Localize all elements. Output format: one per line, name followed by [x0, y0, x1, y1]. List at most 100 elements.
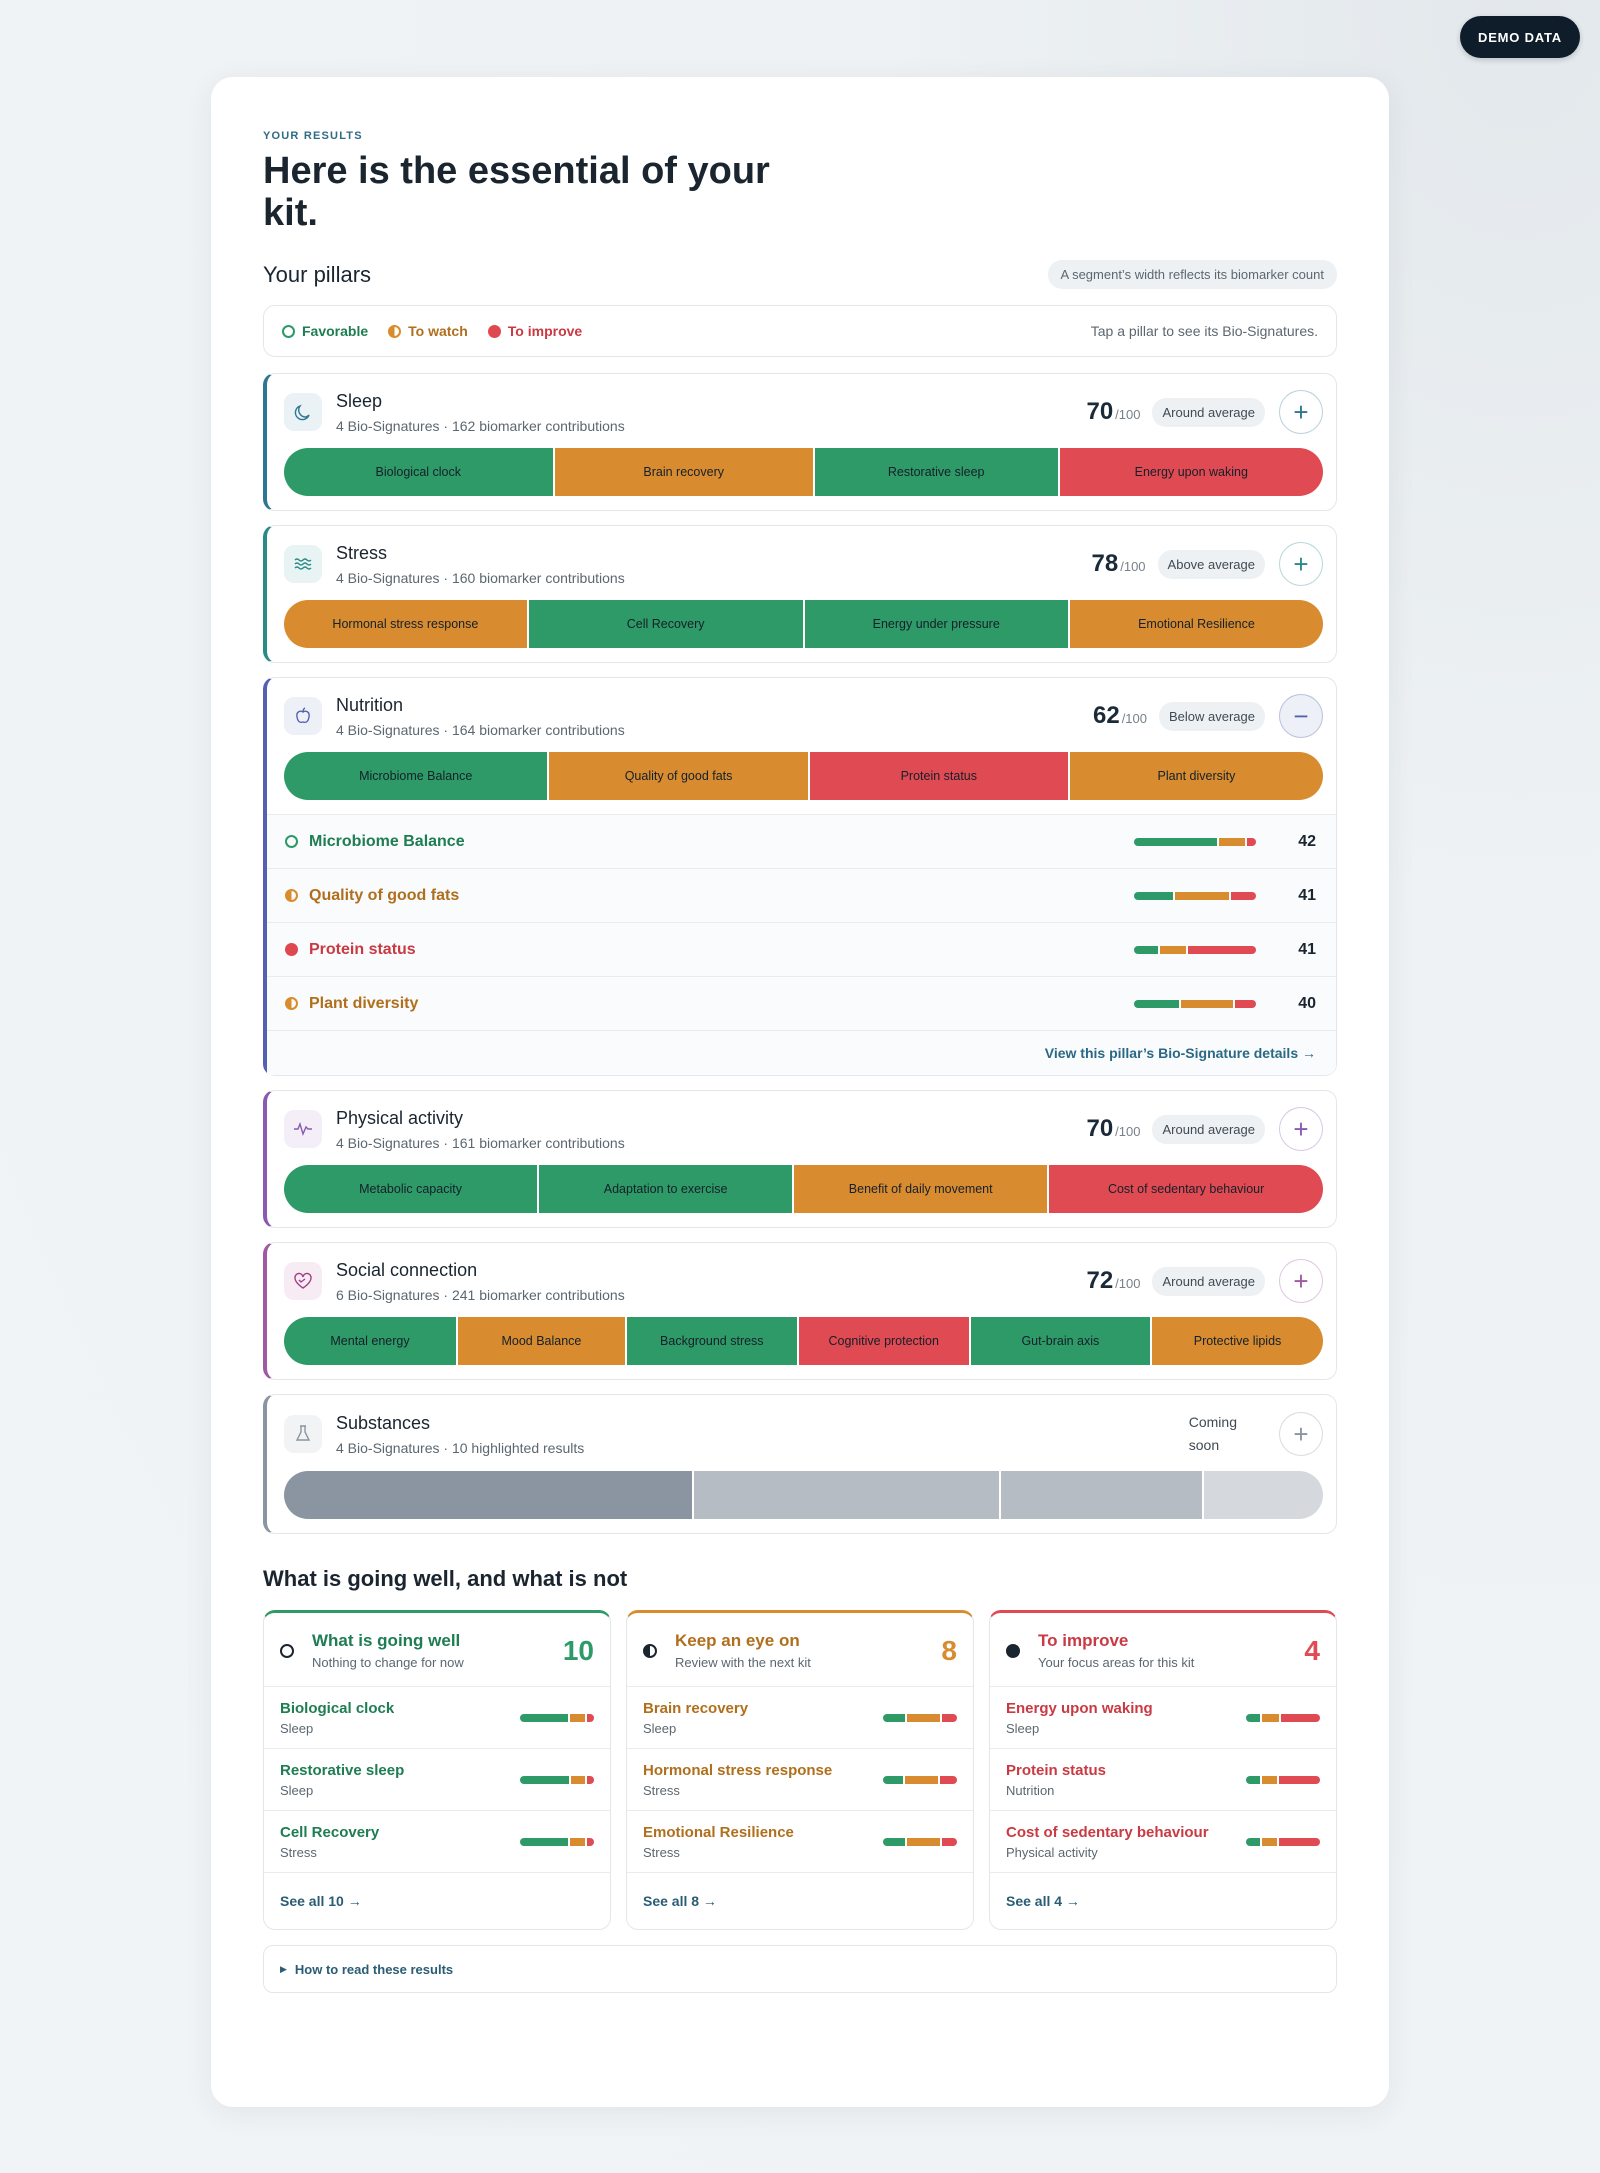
pillar-segment[interactable]: Protective lipids	[1152, 1317, 1323, 1365]
pillar-segment[interactable]: Background stress	[626, 1317, 797, 1365]
bio-signature-name: Microbiome Balance	[309, 832, 465, 850]
mini-bar-segment	[883, 1713, 906, 1722]
summary-columns: What is going well Nothing to change for…	[263, 1610, 1337, 1930]
expand-button[interactable]: +	[1279, 542, 1323, 586]
bio-signature-row[interactable]: Plant diversity 40	[267, 977, 1336, 1031]
mini-bar-segment	[1187, 945, 1256, 954]
pillar-segment[interactable]: Energy under pressure	[804, 600, 1068, 648]
pillar-score: 70/100	[1086, 398, 1141, 425]
eyebrow: YOUR RESULTS	[263, 130, 363, 142]
legend: Favorable To watch To improve Tap a pill…	[263, 305, 1337, 357]
expand-button[interactable]: +	[1279, 1412, 1323, 1456]
pillar-rank-badge: Around average	[1152, 397, 1265, 427]
pillar-segment[interactable]: Quality of good fats	[549, 752, 808, 800]
column-subtitle: Review with the next kit	[675, 1655, 811, 1670]
pillar-segment[interactable]: Protein status	[809, 752, 1068, 800]
pillar-segment[interactable]: Cognitive protection	[798, 1317, 969, 1365]
demo-data-badge[interactable]: DEMO DATA	[1460, 16, 1580, 58]
bio-signature-count: 41	[1298, 940, 1316, 958]
distribution-mini-bar	[1246, 1837, 1320, 1846]
expand-button[interactable]: +	[1279, 1107, 1323, 1151]
expand-button[interactable]: +	[1279, 390, 1323, 434]
pillar-segment[interactable]: Biological clock	[284, 448, 553, 496]
distribution-mini-bar	[1134, 945, 1256, 954]
pillar-segment[interactable]: Cost of sedentary behaviour	[1049, 1165, 1323, 1213]
pillar-segment[interactable]	[284, 1471, 693, 1519]
bio-signature-row[interactable]: Protein status 41	[267, 923, 1336, 977]
pillar-segment-bar: Biological clock Brain recovery Restorativ…	[284, 448, 1323, 496]
see-all-link[interactable]: See all 8 →	[643, 1893, 717, 1909]
pillar-nutrition[interactable]: Nutrition 4 Bio-Signatures · 164 biomark…	[263, 677, 1337, 1076]
mini-bar-segment	[587, 1713, 594, 1722]
pillar-segment[interactable]: Metabolic capacity	[284, 1165, 538, 1213]
mini-bar-segment	[1159, 945, 1186, 954]
summary-item[interactable]: Emotional Resilience Stress	[627, 1811, 973, 1873]
item-name: Restorative sleep	[280, 1761, 405, 1779]
collapse-button[interactable]: −	[1279, 694, 1323, 738]
summary-item[interactable]: Cell Recovery Stress	[264, 1811, 610, 1873]
summary-item[interactable]: Hormonal stress response Stress	[627, 1749, 973, 1811]
see-all-link[interactable]: See all 4 →	[1006, 1893, 1080, 1909]
pillar-segment[interactable]	[1204, 1471, 1323, 1519]
status-dot-icon	[1006, 1643, 1032, 1658]
pillar-segment[interactable]: Hormonal stress response	[284, 600, 527, 648]
pillar-segment[interactable]: Energy upon waking	[1059, 448, 1323, 496]
summary-item[interactable]: Cost of sedentary behaviour Physical act…	[990, 1811, 1336, 1873]
pillar-name: Social connection	[336, 1259, 478, 1280]
apple-icon	[284, 697, 322, 735]
summary-item[interactable]: Brain recovery Sleep	[627, 1687, 973, 1749]
pillar-segment[interactable]: Benefit of daily movement	[794, 1165, 1048, 1213]
pillar-segment[interactable]: Mood Balance	[458, 1317, 625, 1365]
distribution-mini-bar	[1134, 837, 1256, 846]
pillar-stress[interactable]: Stress 4 Bio-Signatures · 160 biomarker …	[263, 525, 1337, 663]
mini-bar-segment	[587, 1837, 594, 1846]
pillar-name: Sleep	[336, 390, 383, 411]
pillar-list: Sleep 4 Bio-Signatures · 162 biomarker c…	[263, 373, 1337, 1534]
item-name: Hormonal stress response	[643, 1761, 833, 1779]
pillar-segment[interactable]: Mental energy	[284, 1317, 457, 1365]
item-category: Physical activity	[1006, 1844, 1098, 1860]
summary-item[interactable]: Energy upon waking Sleep	[990, 1687, 1336, 1749]
expand-button[interactable]: +	[1279, 1259, 1323, 1303]
pillar-segment[interactable]	[694, 1471, 999, 1519]
how-to-read-toggle[interactable]: ▶ How to read these results	[263, 1945, 1337, 1993]
pillar-segment[interactable]	[1000, 1471, 1203, 1519]
pillar-sleep[interactable]: Sleep 4 Bio-Signatures · 162 biomarker c…	[263, 373, 1337, 511]
moon-icon	[284, 393, 322, 431]
view-details-link[interactable]: View this pillar’s Bio-Signature details…	[1044, 1045, 1316, 1061]
see-all-link[interactable]: See all 10 →	[280, 1893, 362, 1909]
mini-bar-segment	[587, 1775, 594, 1784]
pillar-name: Physical activity	[336, 1107, 464, 1128]
pillar-segment[interactable]: Gut-brain axis	[970, 1317, 1151, 1365]
distribution-mini-bar	[883, 1775, 957, 1784]
pillar-segment[interactable]: Brain recovery	[554, 448, 813, 496]
pillar-social-connection[interactable]: Social connection 6 Bio-Signatures · 241…	[263, 1242, 1337, 1380]
bio-signature-name: Quality of good fats	[309, 886, 460, 904]
legend-favorable: Favorable	[302, 323, 369, 339]
pillar-substances[interactable]: Substances 4 Bio-Signatures · 10 highlig…	[263, 1394, 1337, 1534]
pillar-segment[interactable]: Microbiome Balance	[284, 752, 548, 800]
summary-column-imp: To improve Your focus areas for this kit…	[989, 1610, 1337, 1930]
bio-signature-row[interactable]: Quality of good fats 41	[267, 869, 1336, 923]
mini-bar-segment	[1134, 837, 1217, 846]
item-category: Stress	[280, 1844, 317, 1860]
summary-item[interactable]: Restorative sleep Sleep	[264, 1749, 610, 1811]
bio-signature-row[interactable]: Microbiome Balance 42	[267, 815, 1336, 869]
pillar-segment[interactable]: Restorative sleep	[814, 448, 1058, 496]
pillar-segment[interactable]: Plant diversity	[1069, 752, 1323, 800]
column-count: 8	[941, 1634, 957, 1666]
pillar-segment[interactable]: Adaptation to exercise	[539, 1165, 793, 1213]
to-watch-dot-icon	[388, 324, 402, 338]
mini-bar-segment	[907, 1713, 940, 1722]
item-category: Stress	[643, 1844, 680, 1860]
mini-bar-segment	[1246, 837, 1256, 846]
summary-item[interactable]: Biological clock Sleep	[264, 1687, 610, 1749]
pillar-segment[interactable]: Emotional Resilience	[1069, 600, 1323, 648]
column-subtitle: Nothing to change for now	[312, 1655, 464, 1670]
summary-section-title: What is going well, and what is not	[263, 1566, 628, 1591]
mini-bar-segment	[569, 1837, 585, 1846]
summary-item[interactable]: Protein status Nutrition	[990, 1749, 1336, 1811]
pillar-physical-activity[interactable]: Physical activity 4 Bio-Signatures · 161…	[263, 1090, 1337, 1228]
item-category: Stress	[643, 1782, 680, 1798]
pillar-segment[interactable]: Cell Recovery	[528, 600, 803, 648]
